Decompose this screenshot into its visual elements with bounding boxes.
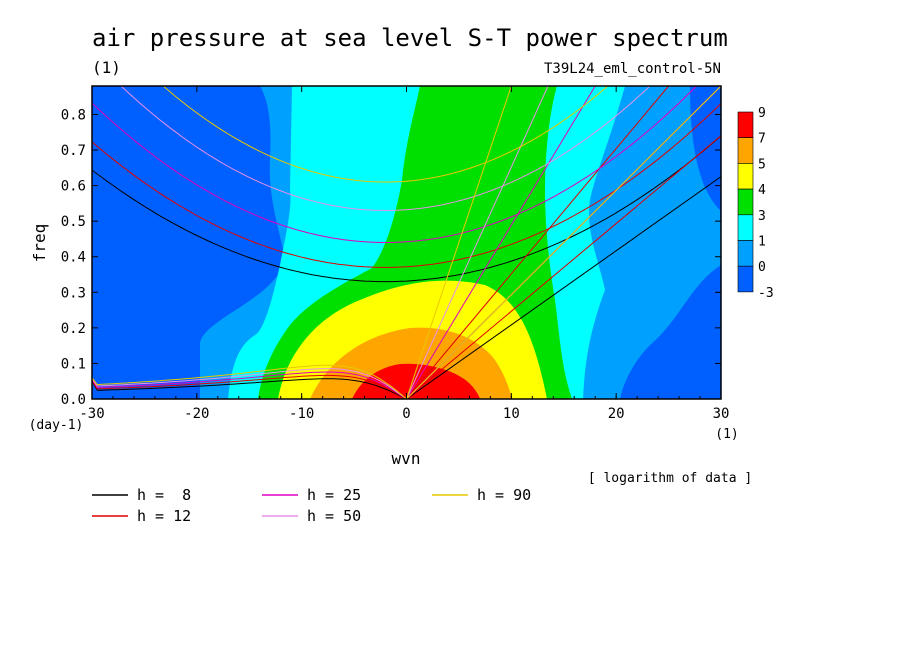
rossby-curve <box>92 364 407 399</box>
ig-curve <box>120 86 651 212</box>
y-tick-label: 0.3 <box>61 285 86 301</box>
axes: -30 -20 -10 0 10 20 30 0.0 0.1 0.2 0.3 0.4 0.5 0.6 0.7… <box>61 86 730 422</box>
y-tick-label: 0.6 <box>61 179 86 195</box>
kelvin-line <box>406 86 549 399</box>
chart-title: air pressure at sea level S-T power spec… <box>92 24 728 52</box>
x-tick-label: 30 <box>713 406 730 422</box>
kelvin-line <box>406 86 512 399</box>
colorbar-swatch <box>737 214 754 241</box>
x-tick-label: 0 <box>402 406 410 422</box>
y-tick-label: 0.2 <box>61 321 86 337</box>
x-units-label: (1) <box>715 427 738 442</box>
colorbar-swatch <box>737 137 754 164</box>
rossby-curve <box>92 371 407 399</box>
x-tick-label: 20 <box>608 406 625 422</box>
colorbar-label: 0 <box>758 260 766 275</box>
mrg-line <box>406 86 721 399</box>
colorbar-swatch <box>737 240 754 267</box>
x-tick-label: -30 <box>79 406 104 422</box>
colorbar-swatch <box>737 163 754 190</box>
y-axis-label: freq <box>30 224 49 263</box>
y-tick-label: 0.4 <box>61 250 86 266</box>
colorbar-label: 9 <box>758 106 766 121</box>
contour-bin-7-9 <box>352 363 480 399</box>
x-tick-label: 10 <box>503 406 520 422</box>
legend-label: h = 25 <box>307 486 361 504</box>
colorbar-swatch <box>737 265 754 293</box>
mrg-line <box>406 135 721 399</box>
title-units: (1) <box>92 58 121 77</box>
rossby-curve <box>92 378 407 399</box>
legend-label: h = 90 <box>477 486 531 504</box>
mrg-line <box>406 176 721 399</box>
legend-label: h = 12 <box>137 507 191 525</box>
kelvin-line <box>406 86 669 399</box>
chart-subtitle: T39L24_eml_control-5N <box>544 61 721 77</box>
colorbar-label: 1 <box>758 235 766 250</box>
ig-curve <box>92 86 698 243</box>
legend-label: h = 50 <box>307 507 361 525</box>
y-tick-label: 0.8 <box>61 107 86 123</box>
x-tick-label: -20 <box>184 406 209 422</box>
y-tick-label: 0.5 <box>61 214 86 230</box>
colorbar: 9 7 5 4 3 1 0 -3 <box>737 106 774 301</box>
colorbar-label: 7 <box>758 132 766 147</box>
ig-curve <box>162 86 609 183</box>
y-tick-label: 0.1 <box>61 356 86 372</box>
dispersion-curves <box>92 86 721 399</box>
x-tick-label: -10 <box>289 406 314 422</box>
y-units-label: (day-1) <box>29 418 84 433</box>
rossby-curve <box>92 368 407 399</box>
ig-curve <box>92 135 721 283</box>
colorbar-swatch <box>737 111 754 139</box>
colorbar-label: -3 <box>758 286 774 301</box>
contour-field <box>92 86 721 399</box>
colorbar-label: 5 <box>758 157 766 172</box>
colorbar-label: 4 <box>758 183 766 198</box>
colorbar-swatch <box>737 188 754 216</box>
kelvin-line <box>406 86 596 399</box>
x-axis-label: wvn <box>392 449 421 468</box>
colorbar-label: 3 <box>758 209 766 224</box>
y-tick-label: 0.7 <box>61 143 86 159</box>
legend-label: h = 8 <box>137 486 191 504</box>
legend: h = 8 h = 12 h = 25 h = 50 h = 90 <box>92 486 531 525</box>
rossby-curve <box>92 374 407 399</box>
log-note: [ logarithm of data ] <box>588 471 752 486</box>
y-tick-label: 0.0 <box>61 392 86 408</box>
